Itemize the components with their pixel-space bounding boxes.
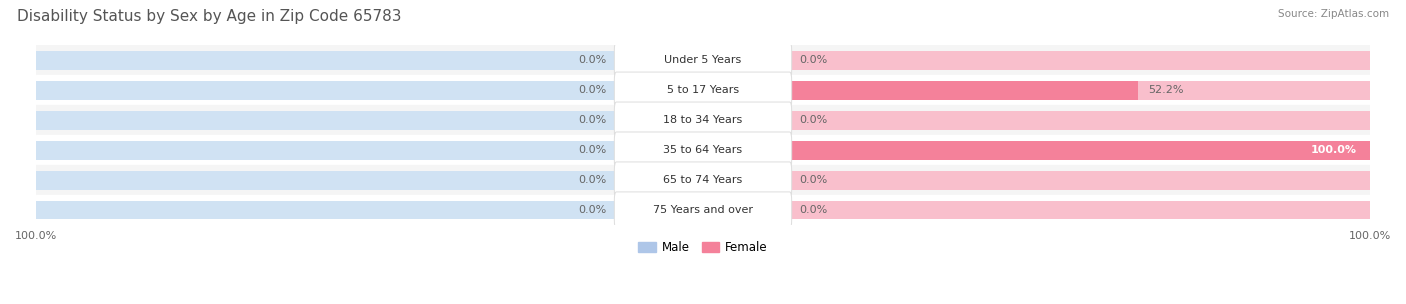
Bar [790, 81, 1137, 100]
Text: 35 to 64 Years: 35 to 64 Years [664, 145, 742, 155]
Bar [37, 165, 1369, 195]
FancyBboxPatch shape [614, 42, 792, 79]
Bar [37, 201, 616, 219]
Bar [37, 111, 616, 130]
Text: 0.0%: 0.0% [578, 205, 606, 215]
FancyBboxPatch shape [614, 72, 792, 109]
Text: 0.0%: 0.0% [578, 175, 606, 185]
Text: 0.0%: 0.0% [578, 145, 606, 155]
Text: Disability Status by Sex by Age in Zip Code 65783: Disability Status by Sex by Age in Zip C… [17, 9, 401, 24]
Legend: Male, Female: Male, Female [634, 237, 772, 259]
Text: 0.0%: 0.0% [578, 85, 606, 95]
Text: 5 to 17 Years: 5 to 17 Years [666, 85, 740, 95]
Bar [37, 51, 616, 70]
FancyBboxPatch shape [614, 132, 792, 168]
FancyBboxPatch shape [614, 192, 792, 229]
Bar [790, 111, 1369, 130]
Bar [37, 195, 1369, 225]
Text: Under 5 Years: Under 5 Years [665, 55, 741, 65]
Text: 0.0%: 0.0% [800, 205, 828, 215]
Bar [790, 141, 1369, 160]
Text: 100.0%: 100.0% [1310, 145, 1357, 155]
Bar [37, 81, 616, 100]
Text: 0.0%: 0.0% [800, 55, 828, 65]
Bar [37, 45, 1369, 75]
FancyBboxPatch shape [614, 162, 792, 199]
Bar [790, 141, 1406, 160]
Text: 0.0%: 0.0% [800, 175, 828, 185]
Text: 0.0%: 0.0% [578, 115, 606, 125]
Bar [790, 201, 1369, 219]
Text: 52.2%: 52.2% [1147, 85, 1184, 95]
Text: 65 to 74 Years: 65 to 74 Years [664, 175, 742, 185]
Bar [37, 135, 1369, 165]
Bar [37, 171, 616, 189]
Bar [37, 141, 616, 160]
FancyBboxPatch shape [614, 102, 792, 139]
Text: 0.0%: 0.0% [800, 115, 828, 125]
Bar [790, 51, 1369, 70]
Bar [37, 75, 1369, 105]
Text: Source: ZipAtlas.com: Source: ZipAtlas.com [1278, 9, 1389, 19]
Text: 0.0%: 0.0% [578, 55, 606, 65]
Bar [790, 171, 1369, 189]
Text: 75 Years and over: 75 Years and over [652, 205, 754, 215]
Text: 18 to 34 Years: 18 to 34 Years [664, 115, 742, 125]
Bar [790, 81, 1369, 100]
Bar [37, 105, 1369, 135]
